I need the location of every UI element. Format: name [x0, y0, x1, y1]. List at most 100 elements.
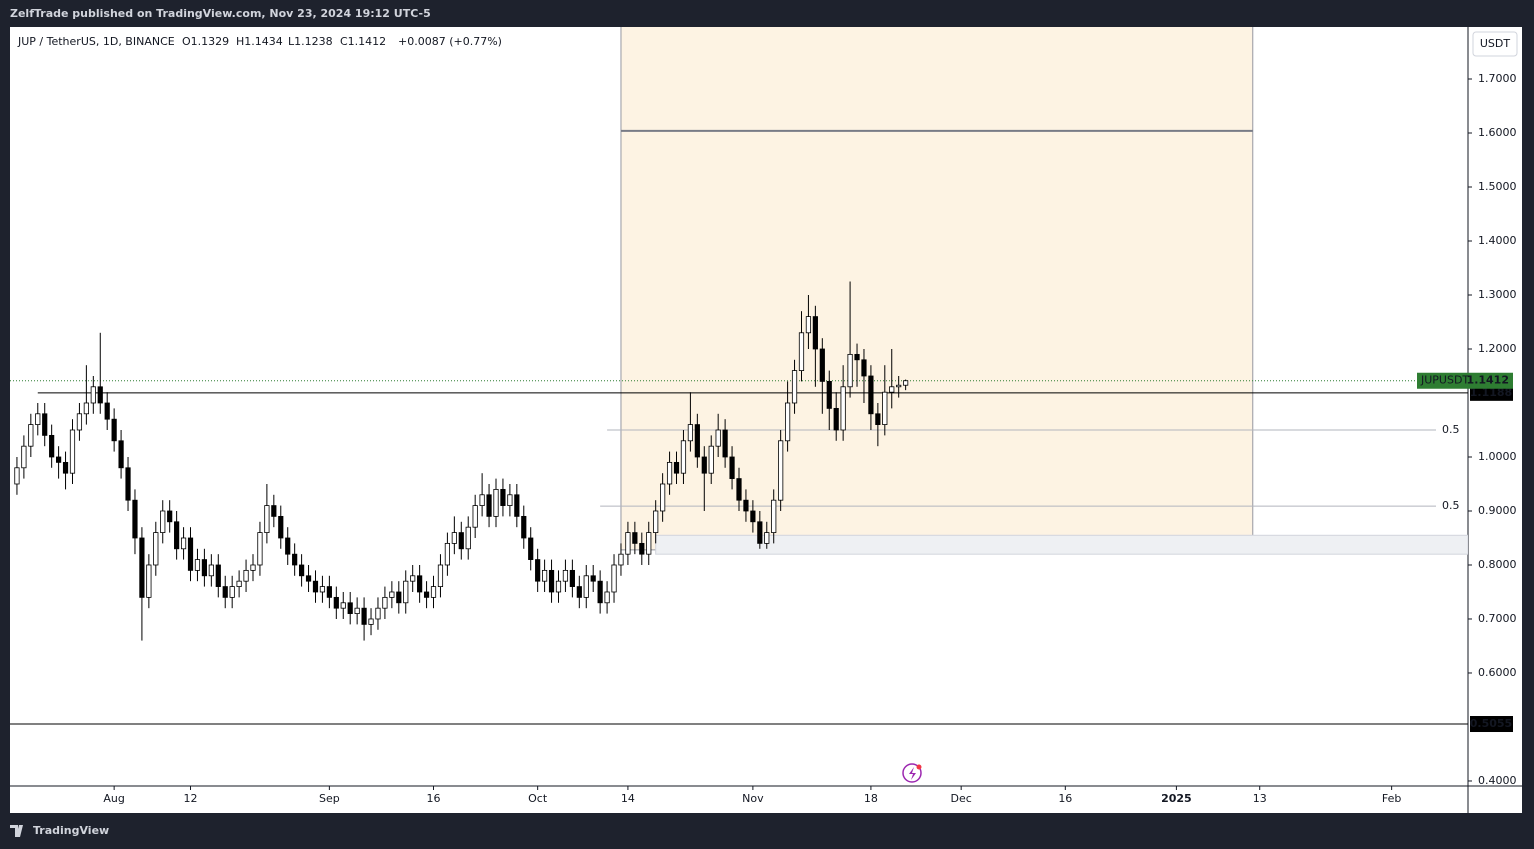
candle-body: [160, 510, 166, 533]
candle-body: [278, 515, 284, 539]
ohlc-value: C1.1412: [340, 35, 386, 48]
candle-body: [125, 467, 131, 501]
candle-body: [229, 586, 235, 598]
fib-label: 0.5: [1442, 423, 1460, 436]
candle-body: [722, 429, 728, 458]
candle-body: [180, 537, 187, 550]
candle-body: [83, 402, 89, 415]
price-label: 1.1188: [1470, 386, 1512, 399]
currency-button[interactable]: [1472, 31, 1518, 57]
candle-body: [69, 429, 76, 474]
candle-body: [882, 391, 888, 425]
candle-body: [840, 386, 846, 431]
candle-body: [618, 553, 624, 566]
candle-body: [382, 596, 388, 609]
candle-body: [521, 515, 527, 539]
candle-body: [861, 359, 867, 377]
candle-body: [583, 575, 589, 598]
candle-body: [764, 532, 770, 544]
zone: [655, 534, 1468, 555]
candle-body: [403, 580, 409, 604]
fib-label: 0.5: [1442, 499, 1460, 512]
candle-body: [243, 569, 249, 582]
candle-body: [625, 532, 631, 555]
currency[interactable]: USDT: [1480, 37, 1511, 50]
candle-body: [701, 456, 707, 474]
candle-body: [653, 510, 659, 533]
candle-body: [319, 586, 326, 593]
candle-body: [666, 461, 673, 485]
candle-body: [139, 537, 145, 598]
candle-body: [611, 564, 617, 593]
candle-body: [639, 542, 645, 555]
ohlc-value: H1.1434: [236, 35, 283, 48]
y-tick-label: 0.7000: [1478, 612, 1517, 625]
y-tick-label: 0.9000: [1478, 504, 1517, 517]
candle-body: [729, 456, 735, 479]
y-tick-label: 1.3000: [1478, 288, 1517, 301]
candle-body: [528, 537, 534, 560]
candle-body: [97, 386, 103, 404]
candle-body: [597, 580, 603, 604]
candle-body: [187, 537, 194, 571]
candle-body: [146, 564, 152, 598]
candle-body: [646, 532, 652, 555]
candle-body: [222, 586, 228, 598]
ohlc-value: O1.1329: [182, 35, 229, 48]
price-label: 0.5055: [1470, 717, 1512, 730]
candle-body: [771, 499, 777, 533]
plot: 0.5 0.5: [10, 27, 1468, 725]
candle-body: [167, 510, 173, 523]
candle-body: [451, 532, 457, 544]
ohlc-value: L1.1238: [288, 35, 333, 48]
candle-body: [368, 618, 374, 625]
x-tick-label: Oct: [528, 792, 548, 805]
candle-body: [423, 591, 430, 598]
candle-body: [285, 537, 291, 555]
candle-body: [312, 580, 319, 593]
candle-body: [903, 380, 909, 386]
candle-body: [896, 384, 902, 388]
symbol: JUP / TetherUS, 1D, BINANCE: [17, 35, 175, 48]
y-tick-label: 1.4000: [1478, 234, 1517, 247]
candle-body: [49, 434, 55, 458]
x-tick-label: 16: [1058, 792, 1072, 805]
last-price-box: [1417, 372, 1513, 389]
candle-body: [250, 564, 256, 571]
price-label-box: [1470, 716, 1513, 733]
candle-body: [208, 564, 214, 577]
y-tick-label: 1.2000: [1478, 342, 1517, 355]
candle-body: [680, 440, 687, 474]
candle-body: [736, 478, 742, 501]
x-tick-label: Nov: [742, 792, 764, 805]
candle-body: [576, 586, 582, 598]
x-tick-label: Feb: [1382, 792, 1401, 805]
zone: [620, 27, 1254, 551]
candle-body: [847, 353, 853, 388]
candle-body: [333, 596, 339, 609]
candle-body: [500, 488, 506, 506]
candle-body: [28, 424, 34, 447]
snapshot-icon[interactable]: [902, 763, 922, 783]
candle-body: [486, 494, 492, 517]
candle-body: [562, 569, 569, 582]
candle-body: [798, 332, 805, 371]
candle-body: [590, 575, 596, 582]
x-tick-label: 12: [184, 792, 198, 805]
candle-body: [660, 483, 666, 512]
candle-body: [236, 580, 242, 587]
y-tick-label: 1.7000: [1478, 72, 1517, 85]
footer: TradingView: [33, 824, 109, 837]
candle-body: [673, 461, 680, 474]
candle-body: [542, 569, 548, 582]
candle-body: [340, 602, 346, 609]
candle-body: [826, 380, 832, 409]
candle-body: [694, 424, 700, 458]
candle-body: [389, 591, 395, 598]
candle-body: [271, 505, 277, 517]
candle-body: [819, 348, 825, 382]
x-tick-label: 2025: [1161, 792, 1192, 805]
candle-body: [514, 494, 520, 517]
candle-body: [305, 575, 312, 582]
